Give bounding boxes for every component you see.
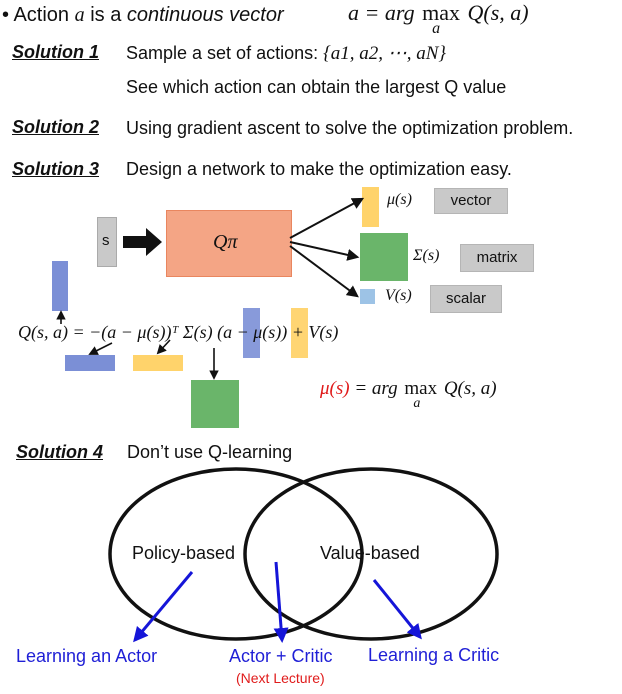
mu-symbol: μ(s) bbox=[387, 191, 412, 208]
policy-based-label: Policy-based bbox=[132, 543, 236, 563]
actor-critic-arrow bbox=[273, 561, 289, 643]
a-down-arrow bbox=[88, 342, 113, 355]
v-output-box bbox=[360, 289, 375, 304]
sigma-arrow bbox=[289, 241, 360, 261]
header-text-action: Action bbox=[13, 4, 70, 26]
q-network-label: Qπ bbox=[213, 231, 238, 253]
a-horizontal-blue-block bbox=[65, 355, 115, 371]
actor-critic-label: Actor + Critic bbox=[229, 646, 333, 666]
critic-arrow bbox=[372, 579, 422, 640]
learning-critic-label: Learning a Critic bbox=[368, 645, 500, 665]
scalar-tag: scalar bbox=[430, 285, 502, 313]
mu-vertical-yellow-block bbox=[291, 308, 308, 358]
solution-1-line-2: See which action can obtain the largest … bbox=[126, 77, 507, 97]
solution-3-label: Solution 3 bbox=[12, 159, 99, 179]
a-vertical-blue-block bbox=[243, 308, 260, 358]
next-lecture-note: (Next Lecture) bbox=[236, 670, 325, 686]
mu-arrow bbox=[289, 197, 365, 239]
value-based-label: Value-based bbox=[320, 543, 420, 563]
mu-down-arrow bbox=[156, 339, 171, 355]
header-formula-max: max a bbox=[422, 0, 460, 37]
input-s-box: s bbox=[97, 217, 117, 267]
header-formula-lhs: a = arg bbox=[348, 0, 415, 25]
solution-1-line-1: Sample a set of actions: {a1, a2, ⋯, aN} bbox=[126, 43, 446, 64]
bullet: • bbox=[2, 4, 10, 26]
mu-argmax-formula: μ(s) = arg max a Q(s, a) bbox=[320, 378, 497, 411]
solution-2-line-1: Using gradient ascent to solve the optim… bbox=[126, 118, 574, 138]
actor-arrow bbox=[133, 571, 194, 643]
header-continuous: continuous vector bbox=[126, 4, 284, 26]
header-line: • Action a is a continuous vector bbox=[2, 4, 284, 27]
q-network-box: Qπ bbox=[166, 210, 292, 277]
header-formula: a = arg max a Q(s, a) bbox=[348, 0, 529, 37]
v-arrow bbox=[289, 245, 359, 298]
mu-argmax-max: max a bbox=[404, 378, 438, 411]
policy-circle bbox=[108, 467, 364, 641]
solution-2-label: Solution 2 bbox=[12, 117, 99, 137]
solution-3-line-1: Design a network to make the optimizatio… bbox=[126, 159, 512, 179]
value-circle bbox=[243, 467, 499, 641]
learning-actor-label: Learning an Actor bbox=[16, 646, 158, 666]
q-decomposition-equation: Q(s, a) = −(a − μ(s))ᵀ Σ(s) (a − μ(s)) +… bbox=[18, 322, 339, 342]
matrix-tag: matrix bbox=[460, 244, 534, 272]
sigma-symbol: Σ(s) bbox=[413, 247, 440, 264]
solution-4-label: Solution 4 bbox=[16, 442, 103, 462]
sigma-output-box bbox=[360, 233, 408, 281]
vector-tag: vector bbox=[434, 188, 508, 214]
solution-1-label: Solution 1 bbox=[12, 42, 99, 62]
mu-argmax-eq: = arg bbox=[354, 378, 398, 399]
input-arrow bbox=[123, 228, 162, 256]
mu-red: μ(s) bbox=[320, 378, 350, 399]
header-text-is: is a bbox=[90, 4, 122, 26]
q-a-vertical-blue-block bbox=[52, 261, 68, 311]
v-symbol: V(s) bbox=[385, 287, 412, 304]
mu-argmax-sub: a bbox=[413, 396, 421, 411]
header-formula-rhs: Q(s, a) bbox=[467, 0, 529, 25]
input-s-label: s bbox=[102, 232, 110, 249]
header-var-a: a bbox=[74, 4, 85, 26]
mu-horizontal-yellow-block bbox=[133, 355, 183, 371]
mu-argmax-tail: Q(s, a) bbox=[443, 378, 497, 399]
action-set-math: {a1, a2, ⋯, aN} bbox=[323, 43, 446, 64]
sigma-square-green-block bbox=[191, 380, 239, 428]
mu-output-box bbox=[362, 187, 379, 227]
header-formula-sub: a bbox=[432, 20, 441, 37]
solution-4-line-1: Don’t use Q-learning bbox=[127, 442, 293, 462]
